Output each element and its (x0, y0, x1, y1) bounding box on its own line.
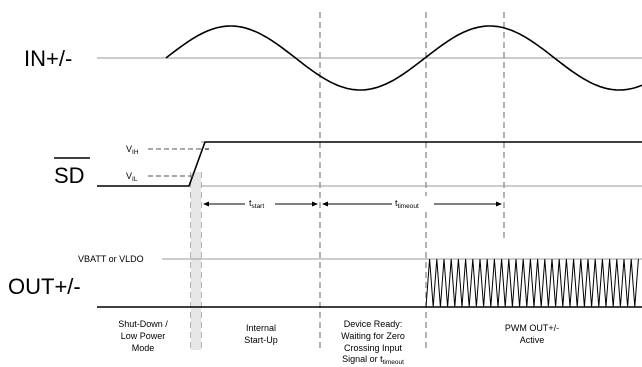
sd-waveform (97, 141, 642, 187)
phase-pwm-line2: Active (520, 335, 545, 345)
phase-shutdown-line3: Mode (132, 343, 155, 353)
vbatt-label: VBATT or VLDO (78, 254, 144, 264)
phase-shutdown-line1: Shut-Down / (118, 319, 168, 329)
phase-pwm-line1: PWM OUT+/- (505, 323, 559, 333)
phase-startup-line2: Start-Up (244, 335, 278, 345)
phase-ready-line4: Signal or ttimeout (342, 354, 404, 366)
vil-label: VIL (126, 171, 138, 183)
in-waveform (165, 25, 642, 91)
ttimeout-label: ttimeout (395, 198, 419, 210)
in-label: IN+/- (24, 46, 72, 71)
phase-startup-line1: Internal (246, 323, 276, 333)
tstart-label: tstart (249, 198, 264, 210)
out-pwm-waveform (425, 258, 639, 308)
vih-label: VIH (126, 144, 139, 156)
phase-ready-line2: Waiting for Zero (341, 331, 405, 341)
phase-ready-line1: Device Ready: (344, 319, 403, 329)
transition-shade (191, 172, 201, 350)
out-label: OUT+/- (8, 274, 81, 299)
phase-ready-line3: Crossing Input (344, 343, 403, 353)
sd-label: SD (54, 163, 85, 188)
phase-shutdown-line2: Low Power (121, 331, 166, 341)
